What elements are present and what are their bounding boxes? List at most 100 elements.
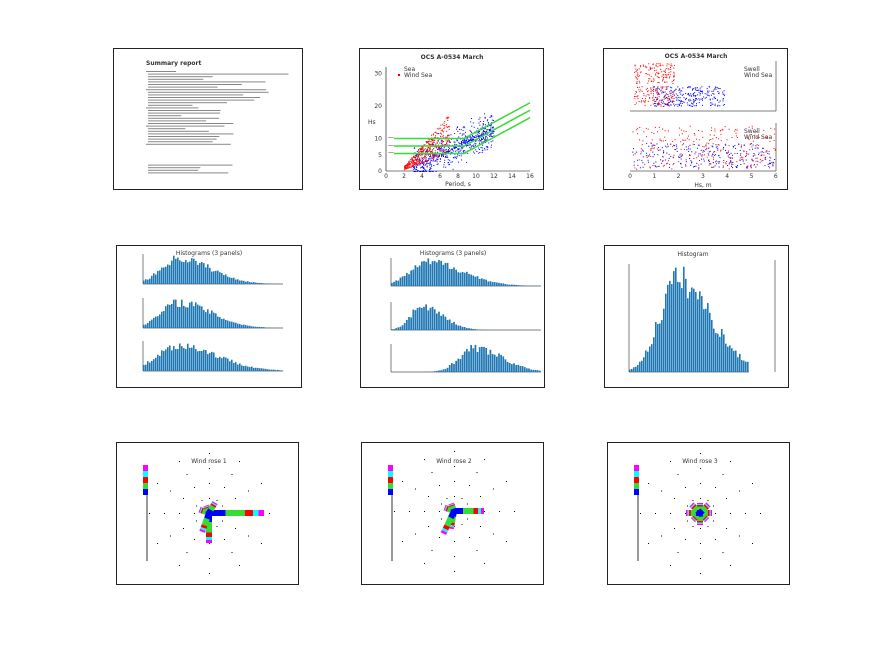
scatter-point bbox=[710, 94, 712, 96]
scatter-point bbox=[764, 157, 766, 159]
panel-wind-rose-2: Wind rose 2 bbox=[361, 442, 544, 585]
scatter-point bbox=[661, 71, 663, 73]
scatter-point bbox=[727, 155, 729, 157]
scatter-point bbox=[484, 132, 486, 134]
scatter-point bbox=[670, 65, 672, 67]
grid-dot bbox=[196, 505, 198, 507]
grid-dot bbox=[260, 543, 262, 544]
scatter-point bbox=[751, 127, 753, 129]
scatter-point bbox=[712, 156, 714, 158]
scatter-point bbox=[453, 146, 455, 148]
scatter-point bbox=[663, 151, 665, 153]
histogram-bar bbox=[157, 270, 159, 284]
scatter-point bbox=[442, 154, 444, 156]
scatter-point bbox=[660, 140, 662, 142]
histogram-bar bbox=[261, 327, 263, 328]
histogram-bar bbox=[504, 283, 507, 286]
scatter-point bbox=[742, 150, 744, 152]
scatter-point bbox=[714, 154, 716, 156]
scatter-point bbox=[687, 99, 689, 101]
scatter-point bbox=[654, 165, 656, 167]
scatter-point bbox=[432, 156, 434, 158]
text-line bbox=[148, 99, 255, 101]
scatter-point bbox=[467, 138, 469, 140]
histogram-bar bbox=[151, 319, 153, 328]
histogram-bar bbox=[393, 281, 395, 286]
scatter-point bbox=[419, 162, 421, 164]
scatter-point bbox=[480, 127, 482, 129]
scatter-point bbox=[423, 148, 425, 150]
histogram-bar bbox=[223, 356, 225, 371]
scatter-point bbox=[722, 98, 724, 100]
scatter-point bbox=[451, 149, 453, 151]
grid-dot bbox=[239, 461, 240, 463]
scatter-point bbox=[641, 86, 643, 88]
scatter-point bbox=[486, 129, 488, 131]
scatter-point bbox=[649, 154, 651, 156]
panel-histograms-b: Histograms (3 panels) bbox=[360, 245, 545, 388]
y-tick-label: 10 bbox=[374, 136, 382, 143]
scatter-point bbox=[464, 127, 466, 129]
scatter-point bbox=[667, 95, 669, 97]
scatter-point bbox=[421, 160, 423, 162]
grid-dot bbox=[674, 498, 676, 499]
scatter-point bbox=[667, 130, 669, 132]
scatter-point bbox=[772, 161, 774, 163]
scatter-point bbox=[430, 151, 432, 153]
histogram-bar bbox=[183, 348, 185, 371]
scatter-point bbox=[746, 153, 748, 155]
scatter-point bbox=[769, 163, 771, 165]
text-line bbox=[148, 73, 289, 75]
scatter-point bbox=[667, 93, 669, 95]
scatter-point bbox=[725, 163, 727, 165]
scatter-point bbox=[485, 139, 487, 141]
histogram-bar bbox=[197, 351, 199, 371]
scatter-point bbox=[458, 152, 460, 154]
scatter-point bbox=[640, 153, 642, 155]
scatter-point bbox=[639, 127, 641, 129]
scatter-point bbox=[707, 94, 709, 96]
scatter-point bbox=[449, 163, 451, 165]
scatter-point bbox=[441, 148, 443, 150]
scatter-point bbox=[683, 139, 685, 141]
scatter-point bbox=[637, 72, 639, 74]
scatter-point bbox=[698, 145, 700, 147]
scatter-point bbox=[667, 99, 669, 101]
histogram-bar bbox=[729, 345, 731, 372]
scatter-point bbox=[671, 168, 673, 170]
scatter-point bbox=[429, 162, 431, 164]
histogram-bar bbox=[717, 333, 719, 372]
histogram-bar bbox=[241, 324, 243, 328]
scatter-point bbox=[757, 136, 759, 138]
scatter-point bbox=[683, 148, 685, 150]
scatter-point bbox=[723, 104, 725, 106]
scatter-point bbox=[724, 162, 726, 164]
scatter-point bbox=[690, 105, 692, 107]
scatter-point bbox=[643, 65, 645, 67]
histogram-bar bbox=[239, 363, 241, 371]
histogram-bar bbox=[466, 349, 468, 372]
scatter-point bbox=[691, 162, 693, 164]
histogram-bar bbox=[444, 263, 447, 286]
histogram-bar bbox=[429, 307, 432, 330]
scatter-point bbox=[421, 162, 423, 164]
scatter-point bbox=[425, 151, 427, 153]
scatter-point bbox=[666, 152, 668, 154]
histogram-bar bbox=[511, 364, 513, 372]
rose-petal bbox=[690, 503, 696, 509]
scatter-point bbox=[427, 160, 429, 162]
histogram-bar bbox=[406, 319, 408, 330]
scatter-point bbox=[466, 141, 468, 143]
scatter-point bbox=[701, 155, 703, 157]
histogram-bar bbox=[195, 349, 197, 371]
scatter-point bbox=[694, 89, 696, 91]
scatter-point bbox=[475, 137, 477, 139]
scatter-point bbox=[422, 168, 424, 170]
scatter-point bbox=[722, 100, 724, 102]
scatter-point bbox=[710, 139, 712, 141]
scatter-point bbox=[702, 151, 704, 153]
scatter-point bbox=[750, 166, 752, 168]
histogram-bar bbox=[187, 343, 189, 371]
scatter-point bbox=[437, 147, 439, 149]
scatter-point bbox=[421, 171, 423, 172]
